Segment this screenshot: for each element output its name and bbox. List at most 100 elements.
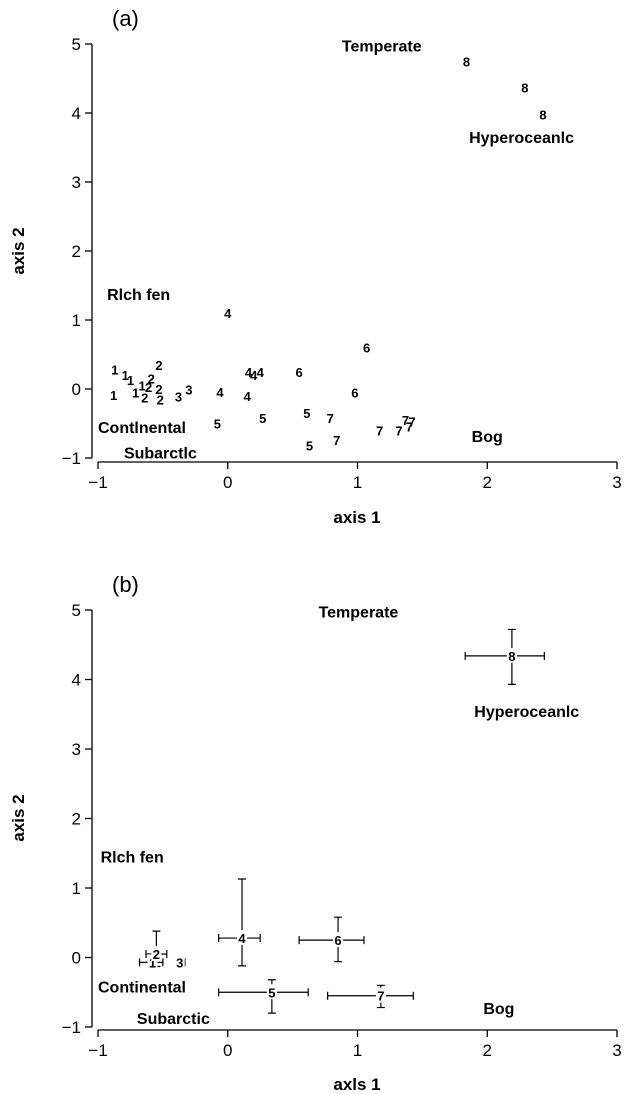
panel-a-annotation: Contlnental bbox=[98, 420, 186, 437]
panel-a-point: 3 bbox=[175, 390, 182, 405]
panel-b-point-bg bbox=[266, 984, 277, 1000]
panel-a-point: 7 bbox=[406, 419, 413, 434]
panel-a-x-tick-label: 0 bbox=[223, 473, 232, 492]
panel-b-y-tick-label: 3 bbox=[72, 740, 81, 759]
panel-a-point: 1 bbox=[111, 363, 118, 378]
panel-a-point: 4 bbox=[224, 306, 232, 321]
panel-b-y-tick-label: 0 bbox=[72, 949, 81, 968]
panel-a-point: 2 bbox=[148, 372, 155, 387]
panel-a-point: 1 bbox=[138, 379, 145, 394]
panel-a-point: 7 bbox=[376, 423, 383, 438]
panel-b-y-axis-title: axis 2 bbox=[9, 794, 28, 841]
panel-b-error-bar-x bbox=[298, 936, 365, 945]
panel-b-annotation: Subarctic bbox=[137, 1011, 210, 1028]
panel-b-x-tick-label: 1 bbox=[353, 1041, 362, 1060]
panel-a-point: 2 bbox=[141, 390, 148, 405]
panel-a-point: 7 bbox=[333, 433, 340, 448]
panel-b-x-tick-label: 2 bbox=[483, 1041, 492, 1060]
panel-b-point: 7 bbox=[377, 989, 384, 1004]
panel-a-point: 3 bbox=[185, 383, 192, 398]
panel-b-y-tick-label: 5 bbox=[72, 601, 81, 620]
panel-a-point: 6 bbox=[351, 385, 358, 400]
panel-b-y-tick-label: 1 bbox=[72, 879, 81, 898]
panel-a-y-axis-title: axis 2 bbox=[9, 227, 28, 274]
panel-a-x-axis-title: axis 1 bbox=[333, 508, 380, 527]
panel-b-point-bg bbox=[174, 954, 185, 970]
panel-a-annotation: Rlch fen bbox=[107, 287, 170, 304]
panel-a-point: 6 bbox=[295, 365, 302, 380]
panel-b-annotation: Hyperoceanlc bbox=[474, 704, 579, 721]
panel-a-point: 4 bbox=[244, 389, 252, 404]
panel-b-error-bar-x bbox=[327, 991, 414, 1000]
panel-a-y-tick-label: −1 bbox=[62, 449, 81, 468]
panel-b-annotation: Bog bbox=[483, 1001, 514, 1018]
panel-b-x-tick-label: 0 bbox=[223, 1041, 232, 1060]
panel-b-y-tick-label: −1 bbox=[62, 1018, 81, 1037]
panel-a-point: 7 bbox=[402, 413, 409, 428]
panel-b-point: 3 bbox=[176, 955, 183, 970]
panel-b-x-axis-title: axls 1 bbox=[333, 1075, 380, 1094]
panel-b-point-bg bbox=[237, 930, 248, 946]
panel-a-annotation: Bog bbox=[472, 429, 503, 446]
panel-b-point-bg bbox=[151, 946, 162, 962]
panel-b-y-tick-label: 4 bbox=[72, 671, 81, 690]
panel-b-point: 4 bbox=[238, 931, 246, 946]
panel-a-label: (a) bbox=[112, 6, 139, 31]
panel-a-point: 4 bbox=[245, 365, 253, 380]
panel-a-y-tick-label: 1 bbox=[72, 311, 81, 330]
panel-a-point: 4 bbox=[257, 365, 265, 380]
panel-a-annotation: Hyperoceanlc bbox=[469, 130, 574, 147]
panel-a-point: 1 bbox=[132, 385, 139, 400]
panel-b-point: 6 bbox=[334, 933, 341, 948]
panel-a-point: 2 bbox=[145, 380, 152, 395]
panel-a-x-tick-label: 3 bbox=[612, 473, 621, 492]
panel-b-label: (b) bbox=[112, 572, 139, 597]
panel-b-point-bg bbox=[147, 954, 158, 970]
panel-b-error-bar-x bbox=[464, 651, 545, 660]
panel-a-y-tick-label: 5 bbox=[72, 35, 81, 54]
panel-b-point-bg bbox=[375, 987, 386, 1003]
panel-b-y-tick-label: 2 bbox=[72, 810, 81, 829]
panel-a-y-tick-label: 2 bbox=[72, 242, 81, 261]
panel-a-annotation: Subarctlc bbox=[124, 445, 197, 462]
panel-a-point: 2 bbox=[157, 392, 164, 407]
panel-a-point: 8 bbox=[539, 107, 546, 122]
panel-a-point: 2 bbox=[155, 382, 162, 397]
panel-a-point: 1 bbox=[127, 373, 134, 388]
panel-b-point-bg bbox=[333, 932, 344, 948]
panel-a-point: 5 bbox=[259, 411, 266, 426]
panel-a-point: 8 bbox=[521, 80, 528, 95]
panel-a-point: 4 bbox=[216, 385, 224, 400]
panel-a-point: 4 bbox=[250, 368, 258, 383]
panel-a-point: 8 bbox=[463, 54, 470, 69]
panel-a-y-tick-label: 4 bbox=[72, 104, 81, 123]
panel-a-point: 7 bbox=[408, 414, 415, 429]
panel-a-x-tick-label: 2 bbox=[483, 473, 492, 492]
panel-a-annotation: Temperate bbox=[342, 38, 422, 55]
panel-b-error-bar-y bbox=[238, 878, 247, 967]
panel-b-point: 5 bbox=[268, 985, 275, 1000]
panel-a-point: 5 bbox=[303, 406, 310, 421]
panel-b-annotation: Rlch fen bbox=[101, 850, 164, 867]
panel-a-x-tick-label: 1 bbox=[353, 473, 362, 492]
panel-a-point: 7 bbox=[395, 423, 402, 438]
panel-a-point: 2 bbox=[155, 358, 162, 373]
panel-a-point: 1 bbox=[122, 368, 129, 383]
panel-a-point: 7 bbox=[327, 411, 334, 426]
panel-a-point: 5 bbox=[306, 439, 313, 454]
panel-b-point: 1 bbox=[149, 955, 156, 970]
panel-a-y-tick-label: 3 bbox=[72, 173, 81, 192]
panel-b-point: 8 bbox=[508, 649, 515, 664]
panel-a-point: 6 bbox=[363, 341, 370, 356]
panel-b-point-bg bbox=[506, 647, 517, 663]
panel-b-annotation: Temperate bbox=[319, 604, 399, 621]
panel-b-point: 2 bbox=[153, 947, 160, 962]
panel-b-error-bar-x bbox=[218, 988, 309, 997]
panel-a-x-tick-label: −1 bbox=[88, 473, 107, 492]
panel-b-x-tick-label: −1 bbox=[88, 1041, 107, 1060]
panel-a-point: 5 bbox=[214, 417, 221, 432]
panel-b-x-tick-label: 3 bbox=[612, 1041, 621, 1060]
panel-a-y-tick-label: 0 bbox=[72, 380, 81, 399]
panel-b-annotation: Continental bbox=[98, 980, 186, 997]
